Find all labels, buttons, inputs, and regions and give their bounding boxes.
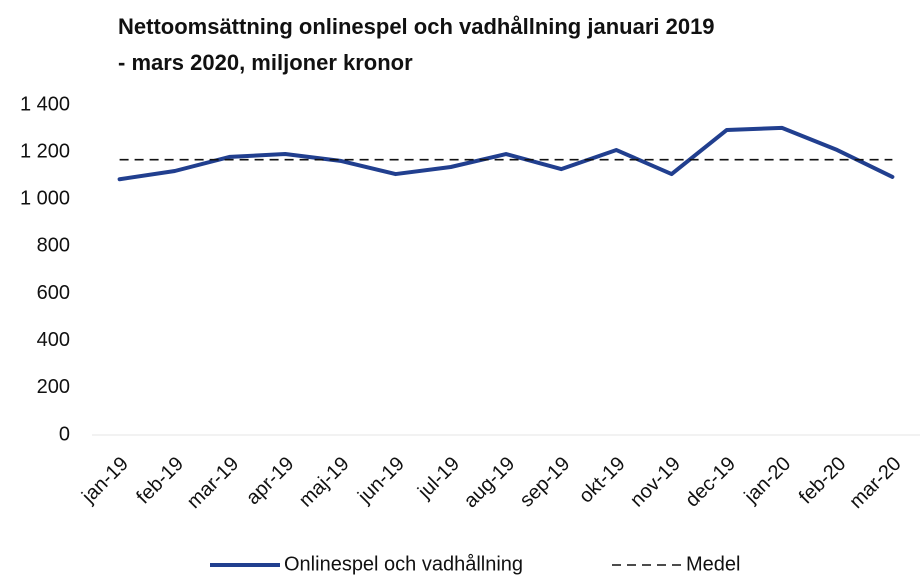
x-tick-label: mar-20 [845, 453, 905, 513]
x-tick-label: jul-19 [413, 453, 464, 504]
x-tick-label: feb-19 [132, 453, 188, 509]
y-tick-label: 1 400 [20, 93, 70, 115]
x-tick-label: dec-19 [681, 453, 740, 512]
x-tick-label: sep-19 [516, 453, 575, 512]
legend-label: Onlinespel och vadhållning [284, 553, 523, 575]
y-tick-label: 0 [59, 423, 70, 445]
x-tick-label: jan-20 [740, 453, 796, 509]
x-tick-label: jun-19 [353, 453, 409, 509]
x-tick-label: feb-20 [795, 453, 851, 509]
y-tick-label: 200 [37, 376, 70, 398]
series-line [117, 125, 895, 182]
x-tick-label: jan-19 [77, 453, 133, 509]
x-tick-label: aug-19 [460, 453, 520, 513]
y-tick-label: 600 [37, 282, 70, 304]
x-tick-label: nov-19 [626, 453, 685, 512]
x-tick-label: maj-19 [295, 453, 354, 512]
x-tick-label: apr-19 [242, 453, 298, 509]
chart-title: - mars 2020, miljoner kronor [118, 50, 413, 75]
legend-label: Medel [686, 553, 740, 575]
x-tick-label: mar-19 [183, 453, 243, 513]
x-tick-label: okt-19 [575, 453, 630, 508]
y-tick-label: 400 [37, 329, 70, 351]
y-tick-label: 800 [37, 235, 70, 257]
y-tick-label: 1 000 [20, 188, 70, 210]
chart-title: Nettoomsättning onlinespel och vadhållni… [118, 14, 715, 39]
y-tick-label: 1 200 [20, 140, 70, 162]
